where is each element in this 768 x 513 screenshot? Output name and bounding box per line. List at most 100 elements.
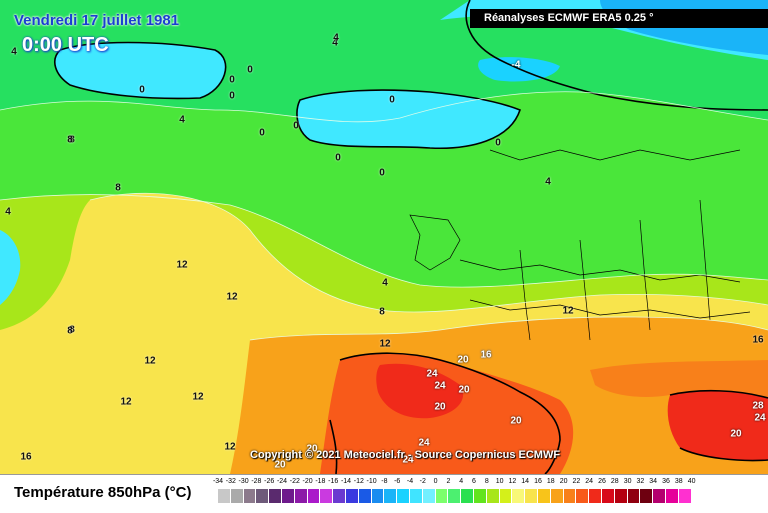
legend-tick: 0 xyxy=(433,478,438,485)
contour-label: 24 xyxy=(754,412,766,424)
contour-label: 0 xyxy=(389,94,395,106)
legend-tick: -22 xyxy=(289,478,300,485)
legend-swatch xyxy=(294,489,308,503)
legend-tick: 18 xyxy=(546,478,555,485)
legend-tick: 40 xyxy=(687,478,696,485)
border-line-4 xyxy=(579,239,591,341)
contour-label: 12 xyxy=(226,291,238,303)
source-box: Réanalyses ECMWF ERA5 0.25 ° xyxy=(470,9,768,28)
contour-label: 12 xyxy=(192,391,204,403)
isotherm-16 xyxy=(249,316,768,341)
legend-tick: 22 xyxy=(572,478,581,485)
legend-swatch xyxy=(461,489,474,503)
legend-swatch xyxy=(346,489,359,503)
contour-label: 8 xyxy=(379,306,385,318)
legend-tick: 32 xyxy=(636,478,645,485)
contour-label: 8 xyxy=(67,325,73,337)
legend-swatch xyxy=(525,489,538,503)
contour-label: 4 xyxy=(333,32,339,44)
contour-label: 20 xyxy=(730,428,742,440)
contour-label: 4 xyxy=(545,176,551,188)
legend-swatch xyxy=(474,489,487,503)
contour-label: 8 xyxy=(67,134,73,146)
legend-tick: -20 xyxy=(302,478,313,485)
greenland-coast xyxy=(54,41,227,100)
map-date: Vendredi 17 juillet 1981 xyxy=(14,12,180,29)
legend-swatch xyxy=(282,489,295,503)
legend-tick: -2 xyxy=(419,478,426,485)
map-canvas xyxy=(0,0,768,474)
contour-label: 4 xyxy=(5,206,11,218)
legend-tick: 8 xyxy=(484,478,489,485)
legend-swatch xyxy=(550,489,564,503)
border-line-1 xyxy=(459,259,741,283)
legend-swatch xyxy=(397,489,410,503)
contour-label: 12 xyxy=(224,441,236,453)
contour-label: 8 xyxy=(69,134,75,146)
legend-tick: -32 xyxy=(225,478,236,485)
legend-swatch xyxy=(576,489,590,503)
contour-label: 24 xyxy=(402,454,414,466)
legend-swatch xyxy=(333,489,346,503)
contour-label: 4 xyxy=(11,46,17,58)
legend-tick: 2 xyxy=(446,478,451,485)
legend-tick: 30 xyxy=(623,478,632,485)
africa-coast xyxy=(339,352,561,474)
legend-tick: -6 xyxy=(394,478,401,485)
contour-label: 12 xyxy=(176,259,188,271)
zone-orange-east xyxy=(590,360,768,398)
legend-swatch xyxy=(358,489,372,503)
border-line-7 xyxy=(489,149,741,161)
legend-swatch xyxy=(230,489,244,503)
legend-swatch xyxy=(512,489,526,503)
legend-tick: 16 xyxy=(534,478,542,485)
legend-swatch xyxy=(538,489,551,503)
legend-tick: 38 xyxy=(674,478,683,485)
british-isles xyxy=(409,214,461,271)
legend-swatch xyxy=(653,489,666,503)
legend-swatch xyxy=(307,489,321,503)
mideast-coast xyxy=(669,389,768,399)
scandinavia-coast xyxy=(296,89,521,150)
legend-title: Température 850hPa (°C) xyxy=(14,484,192,501)
legend-tick: 20 xyxy=(559,478,568,485)
legend-swatch xyxy=(384,489,398,503)
legend-tick: -34 xyxy=(212,478,224,485)
legend-tick: 4 xyxy=(459,478,464,485)
isotherm-4 xyxy=(0,91,768,123)
border-line-5 xyxy=(639,219,651,331)
contour-label: 0 xyxy=(247,64,253,76)
contour-label: -4 xyxy=(511,59,521,71)
legend-swatch xyxy=(666,489,679,503)
legend-tick: -26 xyxy=(264,478,275,485)
contour-label: 0 xyxy=(229,74,235,86)
legend-tick: 36 xyxy=(662,478,670,485)
zone-hot-iberia xyxy=(376,363,464,419)
legend-swatch xyxy=(410,489,423,503)
contour-label: 0 xyxy=(229,90,235,102)
legend-swatch xyxy=(640,489,654,503)
contour-label: 12 xyxy=(562,305,574,317)
legend-swatch xyxy=(448,489,462,503)
copyright-text: Copyright © 2021 Meteociel.fr - Source C… xyxy=(250,449,561,461)
legend-tick: -18 xyxy=(315,478,326,485)
legend-swatch xyxy=(486,489,500,503)
borders xyxy=(409,149,751,341)
arctic-coast xyxy=(465,0,768,111)
legend-tick: 14 xyxy=(521,478,530,485)
legend-tick: -16 xyxy=(328,478,339,485)
contour-label: 16 xyxy=(20,451,32,463)
zone-cold-west xyxy=(0,230,21,305)
coastlines xyxy=(54,0,768,474)
mideast-south-coast xyxy=(679,447,768,462)
legend-swatch xyxy=(563,489,577,503)
legend-swatch xyxy=(243,489,257,503)
legend-tick: 34 xyxy=(649,478,658,485)
legend-tick: 24 xyxy=(585,478,594,485)
legend-swatch xyxy=(256,489,270,503)
legend-swatch xyxy=(269,489,282,503)
legend-tick: 6 xyxy=(472,478,476,485)
legend-swatch xyxy=(602,489,615,503)
legend-tick: 10 xyxy=(495,478,504,485)
contour-label: 24 xyxy=(426,368,438,380)
